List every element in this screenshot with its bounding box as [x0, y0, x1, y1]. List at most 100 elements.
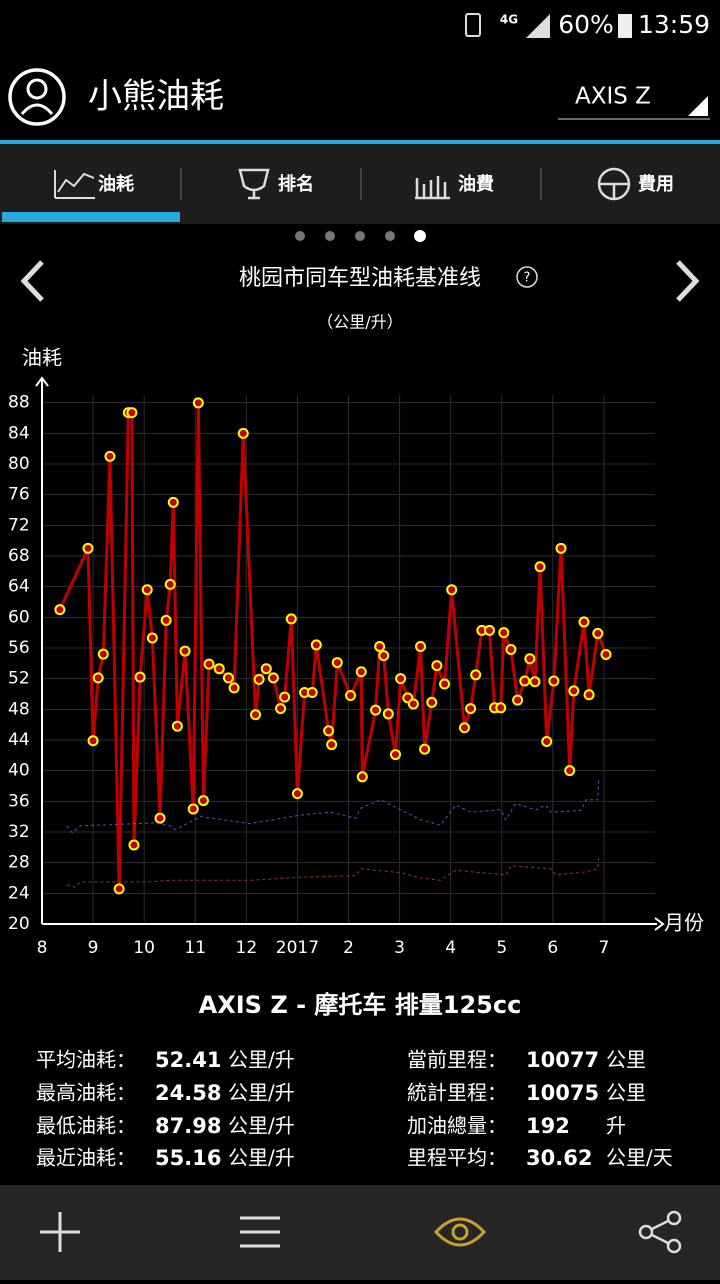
- pager-dot[interactable]: [355, 231, 365, 241]
- clock: 13:59: [638, 10, 710, 39]
- stat-label: 最近油耗：: [36, 1146, 136, 1170]
- stat-label: 當前里程：: [407, 1048, 507, 1072]
- avatar-body: [20, 103, 54, 115]
- data-point: [524, 653, 536, 665]
- tab-label[interactable]: 排名: [278, 173, 314, 195]
- bottom-nav-bg: [0, 1185, 720, 1280]
- menu-button[interactable]: [240, 1216, 280, 1248]
- help-icon[interactable]: [516, 266, 538, 288]
- pager-dot[interactable]: [385, 231, 395, 241]
- data-point: [370, 704, 382, 716]
- tab-label[interactable]: 油耗: [98, 173, 134, 195]
- x-tick-label: 10: [133, 938, 155, 958]
- data-point: [583, 689, 595, 701]
- stat-unit: 公里/天: [606, 1146, 673, 1170]
- tab-label[interactable]: 油費: [458, 173, 494, 195]
- stat-label: 統計里程：: [407, 1081, 507, 1105]
- data-point: [192, 397, 204, 409]
- stat-value: 24.58: [155, 1081, 221, 1105]
- data-point: [250, 709, 262, 721]
- stat-unit: 公里/升: [228, 1114, 295, 1138]
- data-point: [458, 722, 470, 734]
- battery-icon: [618, 14, 632, 38]
- x-tick-label: 2017: [276, 938, 319, 958]
- data-point: [260, 663, 272, 675]
- selector-arrow: [688, 96, 708, 116]
- x-tick-label: 3: [394, 938, 405, 958]
- data-point: [470, 669, 482, 681]
- data-point: [374, 640, 386, 652]
- status-icon: [465, 13, 481, 37]
- stat-label: 最高油耗：: [36, 1081, 136, 1105]
- data-point: [160, 614, 172, 626]
- stat-value: 52.41: [155, 1048, 221, 1072]
- data-point: [228, 682, 240, 694]
- data-point: [495, 702, 507, 714]
- avatar-icon[interactable]: [8, 68, 66, 126]
- tab-label[interactable]: 費用: [638, 173, 674, 195]
- stat-label: 加油總量：: [407, 1114, 507, 1138]
- data-point: [382, 708, 394, 720]
- avatar-head: [26, 78, 48, 100]
- data-point: [323, 725, 335, 737]
- pager-dot[interactable]: [325, 231, 335, 241]
- data-point: [439, 678, 451, 690]
- view-button-pupil: [451, 1223, 469, 1241]
- y-tick-label: 68: [8, 546, 30, 566]
- stat-unit: 升: [606, 1114, 626, 1138]
- series-line: [66, 777, 600, 834]
- network: 4G: [500, 13, 518, 27]
- view-button[interactable]: [433, 1217, 487, 1247]
- x-tick-label: 6: [547, 938, 558, 958]
- data-point: [203, 658, 215, 670]
- data-point: [213, 663, 225, 675]
- data-point: [253, 673, 265, 685]
- add-button[interactable]: [40, 1212, 80, 1252]
- tab-icon: [54, 170, 95, 199]
- bottom-nav: [0, 1185, 720, 1280]
- data-point: [355, 666, 367, 678]
- data-point: [222, 672, 234, 684]
- data-point: [512, 694, 524, 706]
- stat-value: 192: [526, 1114, 570, 1138]
- battery-text: 60%: [558, 10, 614, 39]
- pager-dot-active[interactable]: [414, 230, 426, 242]
- data-point: [179, 645, 191, 657]
- chart-title: 桃园市同车型油耗基准线: [239, 266, 481, 291]
- data-point: [505, 644, 517, 656]
- prev-arrow[interactable]: [20, 260, 44, 302]
- data-point: [345, 690, 357, 702]
- help-mark: ?: [524, 271, 531, 286]
- data-point: [600, 648, 612, 660]
- data-point: [146, 632, 158, 644]
- y-tick-label: 52: [8, 669, 30, 689]
- data-point: [483, 624, 495, 636]
- next-arrow[interactable]: [676, 260, 700, 302]
- stat-label: 最低油耗：: [36, 1114, 136, 1138]
- y-tick-label: 44: [8, 730, 30, 750]
- stat-unit: 公里: [606, 1081, 646, 1105]
- stat-unit: 公里/升: [228, 1081, 295, 1105]
- x-tick-label: 7: [599, 938, 610, 958]
- y-tick-label: 56: [8, 638, 30, 658]
- data-point: [291, 788, 303, 800]
- data-point: [415, 640, 427, 652]
- data-point: [92, 672, 104, 684]
- vehicle-selector[interactable]: AXIS Z: [575, 84, 651, 110]
- data-point: [431, 660, 443, 672]
- x-tick-label: 11: [184, 938, 206, 958]
- pager-dot[interactable]: [295, 231, 305, 241]
- data-point: [275, 703, 287, 715]
- stat-label: 里程平均：: [407, 1146, 507, 1170]
- y-tick-label: 24: [8, 883, 30, 903]
- x-axis-label: 月份: [664, 911, 704, 935]
- data-point: [141, 584, 153, 596]
- share-node: [666, 1238, 682, 1254]
- app-header: 小熊油耗 AXIS Z: [8, 68, 710, 126]
- data-point: [331, 657, 343, 669]
- stat-value: 30.62: [526, 1146, 592, 1170]
- data-point: [164, 578, 176, 590]
